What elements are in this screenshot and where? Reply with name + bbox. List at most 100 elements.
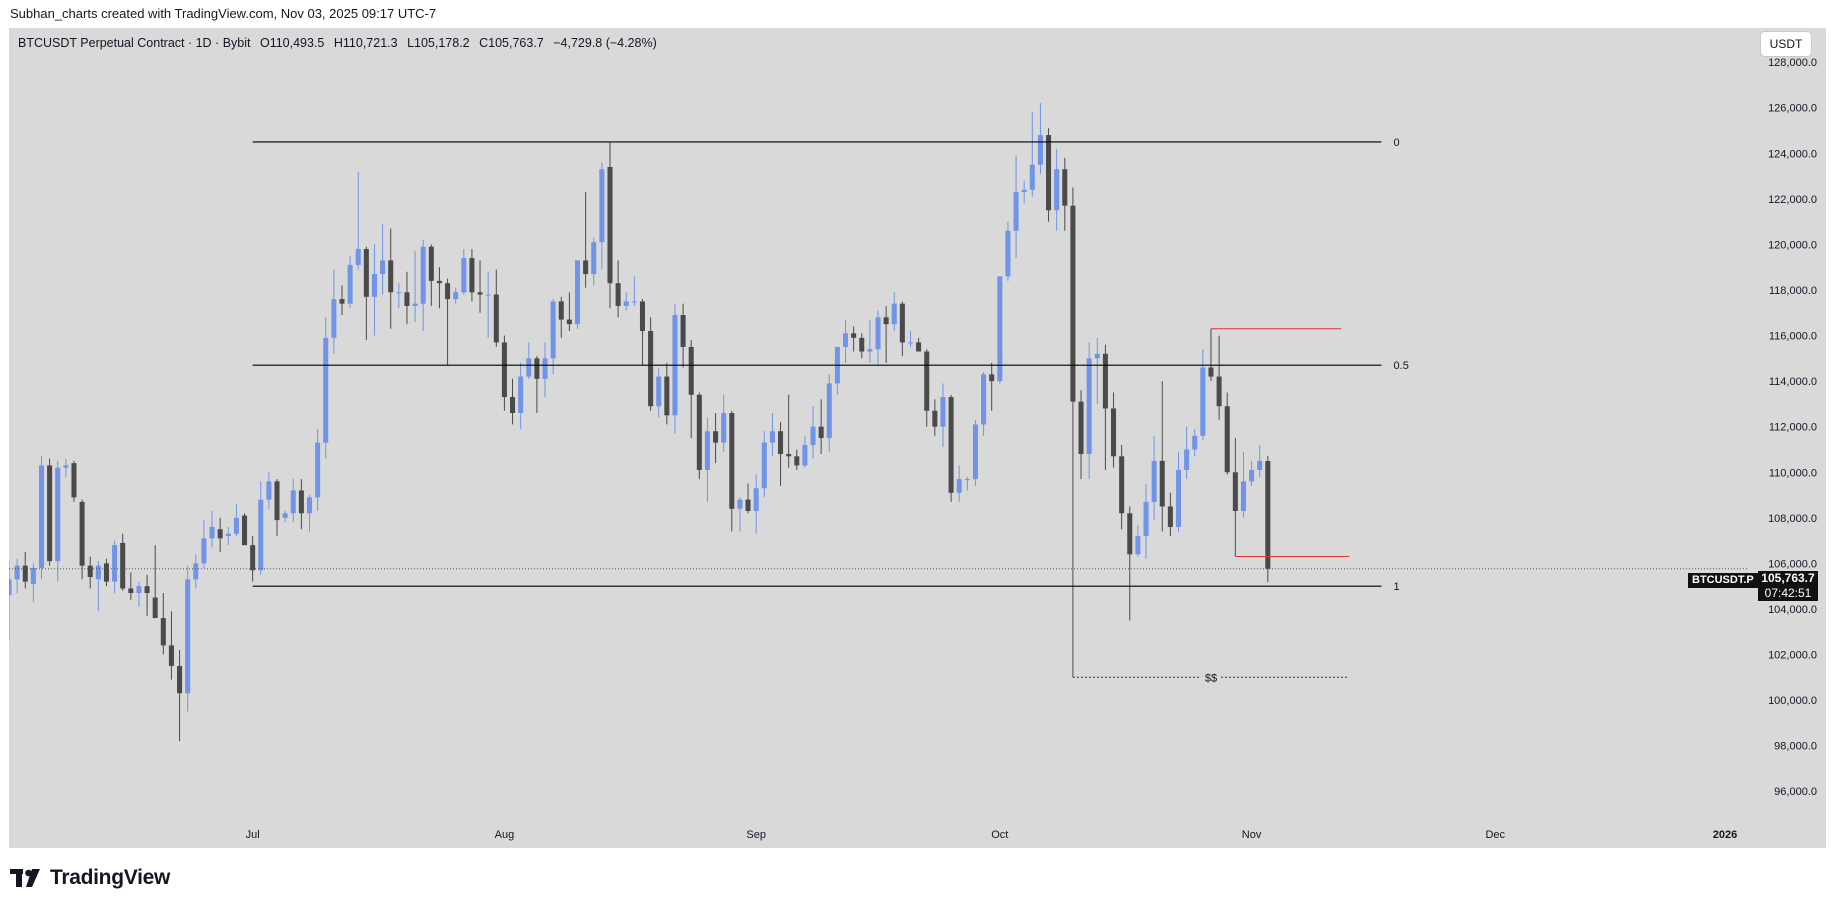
candle-body[interactable] [347,264,353,304]
candle-body[interactable] [1054,169,1060,211]
candle-body[interactable] [1265,461,1271,569]
candle-body[interactable] [120,542,126,589]
candle-body[interactable] [875,317,881,350]
candle-body[interactable] [713,431,719,443]
candle-body[interactable] [1192,435,1198,450]
candle-body[interactable] [225,533,231,537]
candle-body[interactable] [1111,408,1117,457]
candle-body[interactable] [1216,376,1222,407]
candle-body[interactable] [1249,469,1255,482]
candle-body[interactable] [14,565,20,580]
candle-body[interactable] [298,490,304,514]
candle-body[interactable] [704,431,710,470]
candle-body[interactable] [1046,135,1052,211]
candle-body[interactable] [22,565,28,582]
candle-body[interactable] [1224,406,1230,473]
candle-body[interactable] [144,586,150,594]
candle-body[interactable] [972,424,978,480]
candle-body[interactable] [899,303,905,343]
candle-body[interactable] [461,258,467,293]
candle-body[interactable] [932,410,938,427]
candle-body[interactable] [761,442,767,489]
candle-body[interactable] [534,358,540,379]
candle-body[interactable] [623,301,629,306]
candle-body[interactable] [542,358,548,379]
candle-body[interactable] [1005,230,1011,277]
candle-body[interactable] [558,301,564,320]
candle-body[interactable] [1175,469,1182,527]
candle-body[interactable] [794,456,800,466]
candle-body[interactable] [1013,192,1019,231]
candle-body[interactable] [112,545,118,582]
candle-body[interactable] [1232,472,1238,511]
candle-body[interactable] [997,276,1003,382]
candle-body[interactable] [445,283,451,300]
candle-body[interactable] [891,303,897,325]
candle-body[interactable] [1143,501,1149,537]
candle-body[interactable] [688,346,694,395]
candle-body[interactable] [323,337,329,443]
candle-body[interactable] [396,292,402,294]
candle-body[interactable] [753,488,759,511]
candle-body[interactable] [1086,358,1092,455]
candle-body[interactable] [485,294,491,296]
candle-body[interactable] [867,349,873,352]
candle-body[interactable] [1200,367,1206,436]
candle-body[interactable] [1070,205,1076,402]
candle-body[interactable] [233,517,239,534]
candle-body[interactable] [412,303,418,306]
candle-body[interactable] [615,283,621,306]
candle-body[interactable] [907,342,914,344]
candle-body[interactable] [380,260,386,275]
candle-body[interactable] [217,529,223,539]
candle-body[interactable] [989,374,995,382]
candle-body[interactable] [607,166,613,284]
candle-body[interactable] [1119,456,1125,514]
candle-body[interactable] [501,342,507,398]
candle-body[interactable] [664,376,670,416]
candle-body[interactable] [339,299,345,304]
candle-body[interactable] [826,383,832,439]
candle-body[interactable] [924,351,930,411]
candle-body[interactable] [583,260,589,275]
candle-body[interactable] [201,538,207,564]
currency-button[interactable]: USDT [1761,32,1811,56]
candle-body[interactable] [1094,353,1100,359]
candle-body[interactable] [306,497,313,514]
candle-body[interactable] [1151,460,1157,502]
candle-body[interactable] [940,397,946,427]
candle-body[interactable] [274,481,280,521]
candle-body[interactable] [87,565,93,578]
candle-body[interactable] [177,665,183,694]
candle-body[interactable] [550,301,556,359]
candle-body[interactable] [209,526,215,539]
tradingview-logo[interactable]: TradingView [10,866,170,890]
candle-body[interactable] [152,597,158,619]
candle-body[interactable] [428,246,434,281]
candle-body[interactable] [786,454,792,457]
candle-body[interactable] [721,413,727,443]
candle-body[interactable] [859,337,865,352]
candle-body[interactable] [250,545,256,571]
candle-body[interactable] [526,358,532,377]
candle-body[interactable] [842,333,849,347]
candle-body[interactable] [574,260,581,325]
candle-body[interactable] [818,426,824,439]
candle-body[interactable] [331,299,337,338]
candle-body[interactable] [639,301,645,332]
candle-body[interactable] [420,246,426,304]
candle-body[interactable] [851,333,857,338]
candle-body[interactable] [168,645,174,666]
candle-body[interactable] [1127,513,1133,555]
candle-body[interactable] [1029,164,1035,190]
candle-body[interactable] [242,515,248,546]
candlestick-chart[interactable]: 0 0.5 1 $$ 96,000.0 98,000.0 100,000.0 102,000.… [9,28,1826,848]
candle-body[interactable] [778,431,784,455]
candle-body[interactable] [355,248,361,265]
candle-body[interactable] [656,376,662,407]
candle-body[interactable] [363,248,369,297]
candle-body[interactable] [1078,401,1084,455]
candle-body[interactable] [493,294,499,343]
candle-body[interactable] [696,394,702,470]
candle-body[interactable] [79,501,85,566]
